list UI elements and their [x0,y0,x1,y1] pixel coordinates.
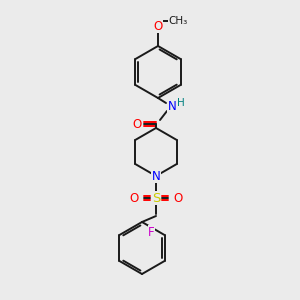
Text: H: H [177,98,185,108]
Text: F: F [148,226,155,238]
Text: S: S [152,191,160,205]
Text: O: O [153,20,163,32]
Text: O: O [132,118,142,130]
Text: CH₃: CH₃ [168,16,188,26]
Text: O: O [129,191,139,205]
Text: N: N [168,100,176,112]
Text: N: N [152,169,160,182]
Text: O: O [173,191,183,205]
